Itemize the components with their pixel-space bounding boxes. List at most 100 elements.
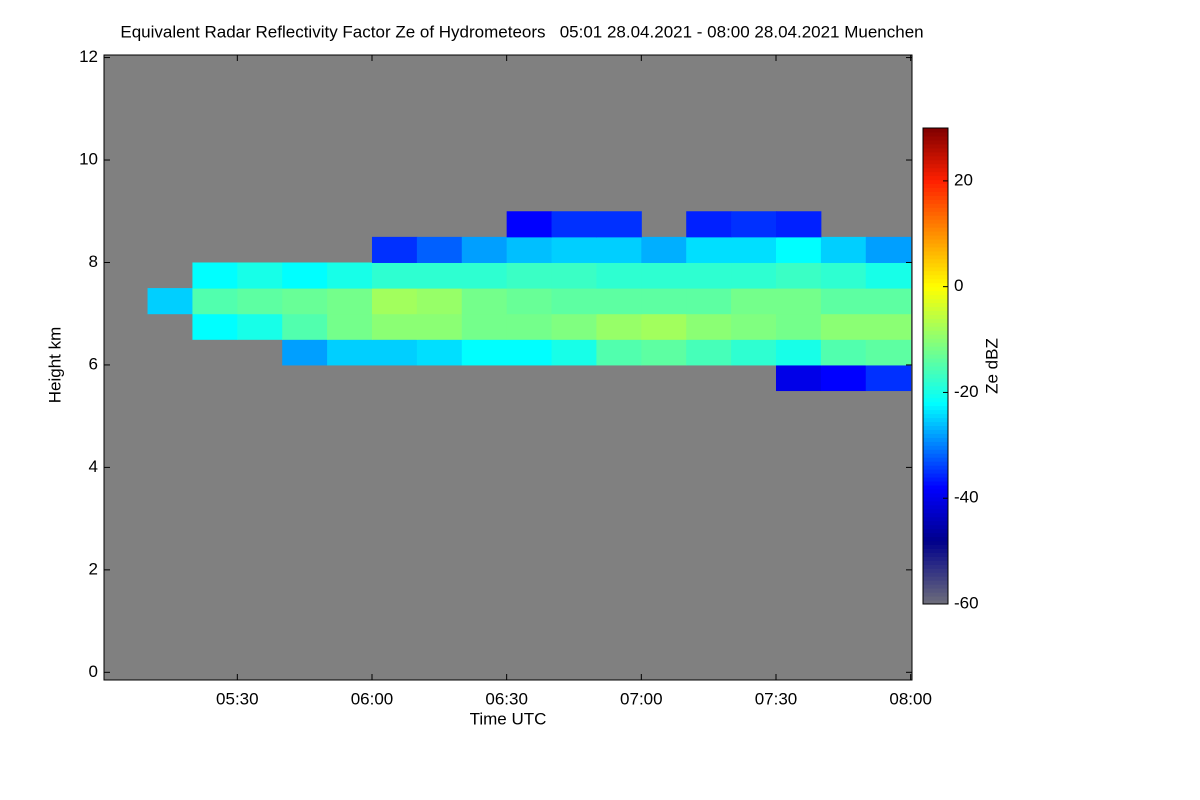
heatmap-cell [147, 288, 193, 315]
colorbar-segment [923, 568, 948, 573]
heatmap-cell [596, 313, 642, 340]
heatmap-cell [551, 313, 597, 340]
colorbar-segment [923, 310, 948, 315]
y-axis-label: Height km [45, 327, 64, 404]
colorbar-segment [923, 187, 948, 192]
heatmap-cell [686, 262, 732, 289]
heatmap-cell [327, 262, 373, 289]
colorbar-segment [923, 128, 948, 133]
colorbar-segment [923, 167, 948, 173]
heatmap-cell [731, 211, 777, 238]
heatmap-cell [327, 339, 373, 366]
colorbar-segment [923, 326, 948, 331]
colorbar-segment [923, 159, 948, 165]
colorbar-segment [923, 600, 948, 605]
colorbar-segment [923, 215, 948, 220]
heatmap-cell [686, 313, 732, 340]
colorbar-segment [923, 532, 948, 538]
colorbar-segment [923, 397, 948, 403]
colorbar-segment [923, 314, 948, 319]
colorbar-segment [923, 473, 948, 478]
colorbar-segment [923, 282, 948, 288]
colorbar-segment [923, 258, 948, 264]
heatmap-cell [731, 339, 777, 366]
heatmap-cell [686, 236, 732, 263]
colorbar-segment [923, 465, 948, 470]
colorbar-segment [923, 195, 948, 200]
colorbar-segment [923, 278, 948, 284]
heatmap-cell [416, 313, 463, 340]
colorbar-segment [923, 417, 948, 423]
colorbar-segment [923, 504, 948, 510]
colorbar-segment [923, 377, 948, 383]
heatmap-cell [551, 262, 597, 289]
colorbar-segment [923, 266, 948, 272]
colorbar-segment [923, 175, 948, 181]
heatmap-cell [371, 236, 418, 263]
heatmap-cell [371, 288, 418, 315]
colorbar-segment [923, 262, 948, 268]
heatmap-cell [820, 236, 867, 263]
colorbar-segment [923, 139, 948, 145]
heatmap-cell [686, 339, 732, 366]
heatmap-cell [775, 339, 822, 366]
heatmap-cell [641, 262, 687, 289]
colorbar-segment [923, 147, 948, 153]
colorbar-segment [923, 231, 948, 236]
colorbar-segment [923, 151, 948, 157]
colorbar-tick-label: -40 [954, 488, 979, 507]
colorbar-segment [923, 155, 948, 161]
y-tick-label: 12 [79, 47, 98, 66]
heatmap-cell [461, 339, 508, 366]
colorbar-segment [923, 358, 948, 363]
heatmap-cell [551, 339, 597, 366]
colorbar-segment [923, 389, 948, 395]
y-tick-label: 2 [89, 559, 98, 578]
colorbar-segment [923, 302, 948, 307]
colorbar-segment [923, 560, 948, 565]
x-tick-label: 07:00 [620, 689, 663, 708]
x-tick-label: 08:00 [889, 689, 932, 708]
colorbar-segment [923, 413, 948, 419]
heatmap-cell [416, 288, 463, 315]
heatmap-cell [416, 236, 463, 263]
plot-frame [103, 54, 913, 681]
colorbar-tick-label: 20 [954, 170, 973, 189]
heatmap-cell [641, 339, 687, 366]
heatmap-cell [506, 288, 553, 315]
x-tick-label: 05:30 [216, 689, 259, 708]
heatmap-cell [416, 262, 463, 289]
x-axis-label: Time UTC [470, 709, 547, 728]
colorbar-segment [923, 453, 948, 458]
colorbar-segment [923, 203, 948, 208]
colorbar-segment [923, 191, 948, 196]
colorbar-segment [923, 421, 948, 426]
colorbar-segment [923, 381, 948, 387]
colorbar-segment [923, 477, 948, 482]
colorbar-segment [923, 334, 948, 339]
heatmap-cell [282, 313, 328, 340]
heatmap-cell [282, 262, 328, 289]
colorbar-segment [923, 596, 948, 601]
x-tick-label: 06:30 [485, 689, 528, 708]
heatmap-cell [371, 339, 418, 366]
colorbar-segment [923, 469, 948, 474]
heatmap-cell [641, 288, 687, 315]
colorbar-segment [923, 520, 948, 526]
colorbar-segment [923, 243, 948, 248]
heatmap-cell [775, 364, 822, 392]
heatmap-cell [551, 211, 597, 238]
heatmap-cell [865, 236, 912, 263]
heatmap-cell [641, 313, 687, 340]
heatmap-cell [282, 339, 328, 366]
colorbar-segment [923, 401, 948, 407]
colorbar-segment [923, 342, 948, 347]
colorbar-segment [923, 524, 948, 530]
y-tick-label: 6 [89, 354, 98, 373]
colorbar-segment [923, 485, 948, 490]
colorbar-segment [923, 429, 948, 434]
colorbar-segment [923, 385, 948, 391]
colorbar-segment [923, 508, 948, 514]
heatmap-cell [237, 288, 283, 315]
colorbar-segment [923, 354, 948, 359]
